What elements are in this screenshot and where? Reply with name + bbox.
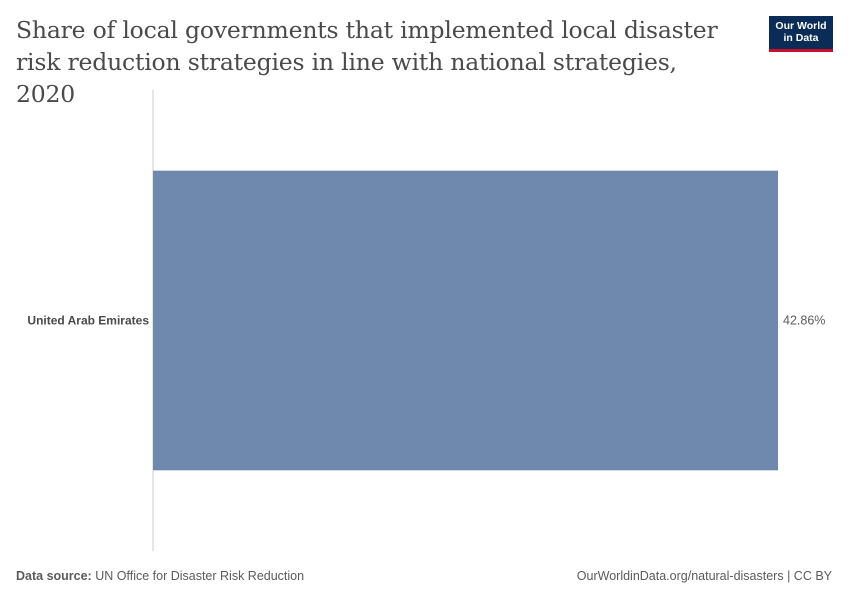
owid-logo[interactable]: Our World in Data [769, 16, 833, 52]
category-label: United Arab Emirates [27, 314, 149, 328]
data-source-label: Data source: [16, 569, 92, 583]
data-source: Data source: UN Office for Disaster Risk… [16, 569, 304, 583]
logo-line-2: in Data [783, 32, 819, 44]
footer-link[interactable]: OurWorldinData.org/natural-disasters | C… [576, 569, 832, 583]
bar[interactable] [153, 170, 778, 471]
data-source-text: UN Office for Disaster Risk Reduction [95, 569, 305, 583]
chart-title: Share of local governments that implemen… [16, 16, 718, 108]
logo-line-1: Our World [775, 20, 827, 32]
value-label: 42.86% [783, 314, 825, 328]
